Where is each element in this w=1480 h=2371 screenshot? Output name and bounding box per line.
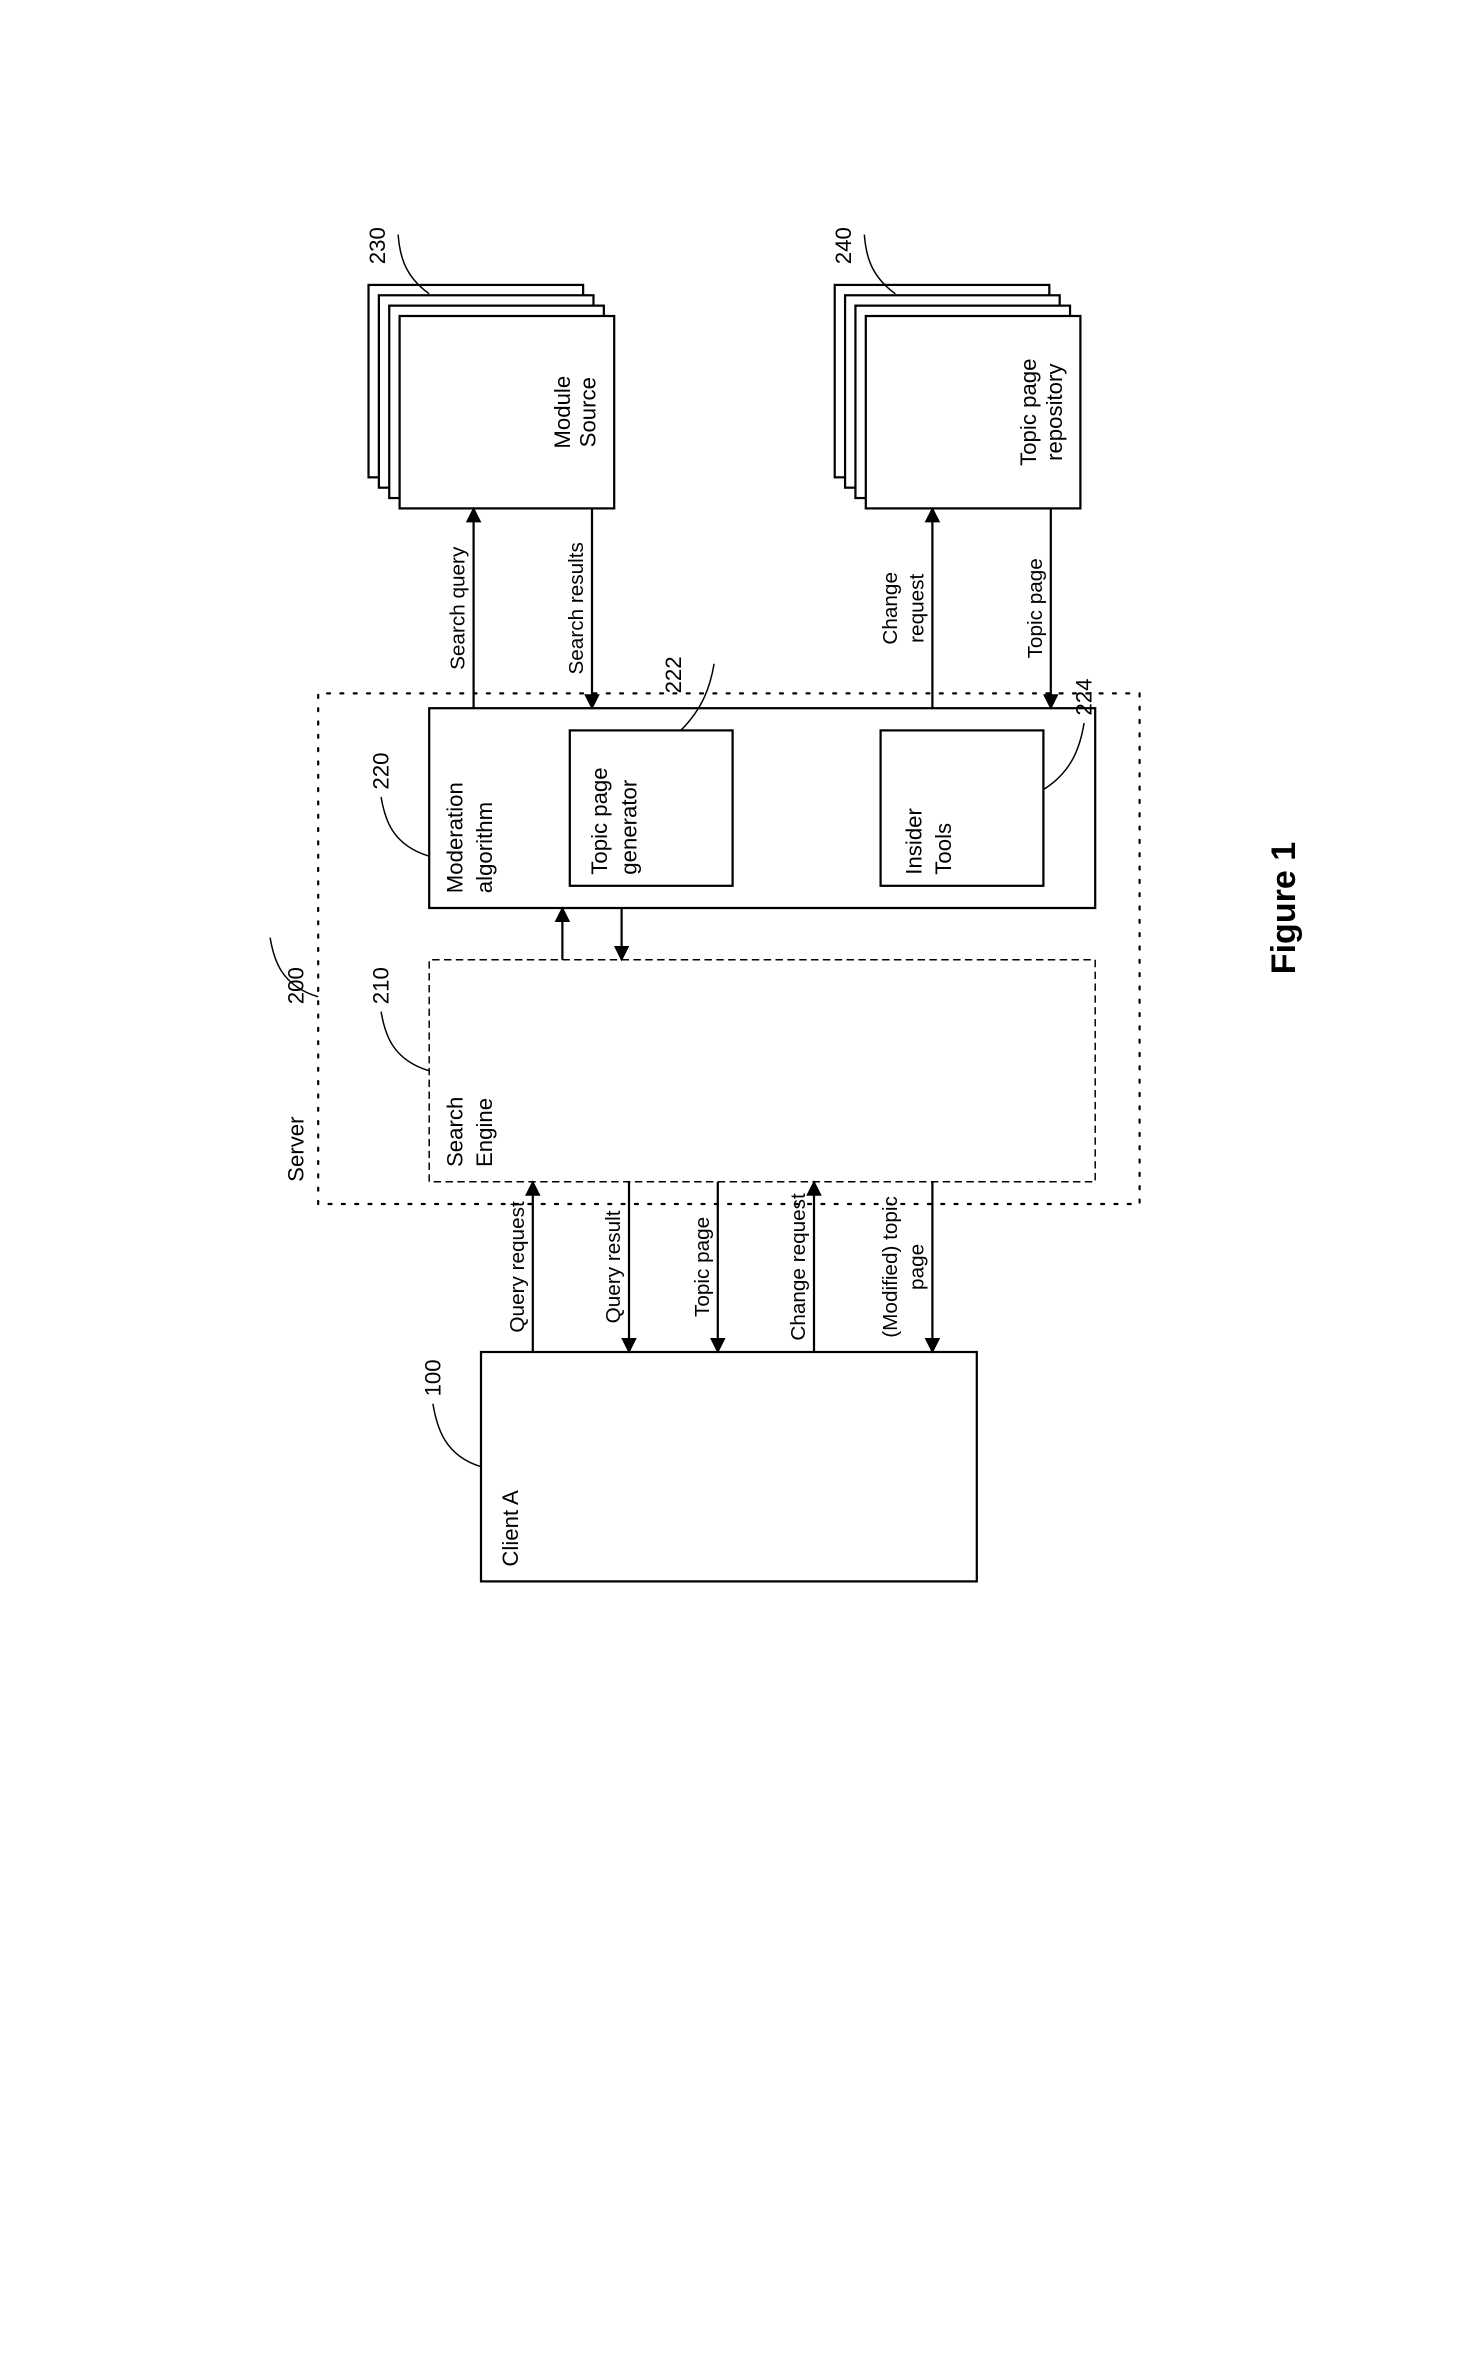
- insider-tools-label-1: Insider: [901, 807, 926, 874]
- search-engine-label-2: Engine: [472, 1098, 497, 1167]
- topic-repo-ref: 240: [831, 227, 856, 264]
- insider-tools-ref: 224: [1072, 679, 1097, 716]
- search-results-label: Search results: [565, 542, 588, 674]
- module-source-label-1: Module: [550, 376, 575, 449]
- moderation-label-1: Moderation: [443, 782, 468, 893]
- topic-page-out-label: Topic page: [691, 1217, 714, 1317]
- figure-diagram: Server 200 Client A 100 SearchEngine 210 Moder…: [0, 0, 1480, 2371]
- search-query-label: Search query: [447, 546, 470, 670]
- query-result-label: Query result: [602, 1210, 625, 1323]
- search-engine-ref-lead: [381, 1012, 429, 1071]
- query-request-label: Query request: [506, 1201, 529, 1333]
- client-ref: 100: [420, 1359, 445, 1396]
- client-box: [481, 1352, 977, 1581]
- search-engine-label-1: Search: [443, 1097, 468, 1167]
- client-ref-lead: [433, 1404, 481, 1467]
- module-source-ref: 230: [365, 227, 390, 264]
- server-label: Server: [283, 1116, 308, 1182]
- server-ref: 200: [283, 967, 308, 1004]
- modified-topic-page-label-1: (Modified) topic: [879, 1196, 902, 1338]
- figure-caption: Figure 1: [1265, 842, 1303, 974]
- topic-repo-label-1: Topic page: [1016, 359, 1041, 466]
- insider-tools-label-2: Tools: [931, 823, 956, 875]
- change-request-repo-label-2: request: [906, 574, 929, 643]
- moderation-ref: 220: [369, 753, 394, 790]
- module-source-label-2: Source: [576, 377, 601, 447]
- moderation-label-2: algorithm: [472, 802, 497, 893]
- search-engine-ref: 210: [369, 967, 394, 1004]
- change-request-repo-label-1: Change: [879, 572, 902, 645]
- topic-page-repo-label: Topic page: [1024, 558, 1047, 658]
- change-request-client-label: Change request: [787, 1193, 810, 1341]
- moderation-ref-lead: [381, 797, 429, 856]
- search-engine-box: [429, 960, 1095, 1182]
- modified-topic-page-label-2: page: [906, 1244, 929, 1290]
- topic-repo-label-2: repository: [1042, 363, 1067, 461]
- topic-generator-label-2: generator: [616, 779, 641, 875]
- client-label: Client A: [498, 1490, 523, 1567]
- topic-generator-ref: 222: [661, 656, 686, 693]
- topic-generator-label-1: Topic page: [587, 767, 612, 874]
